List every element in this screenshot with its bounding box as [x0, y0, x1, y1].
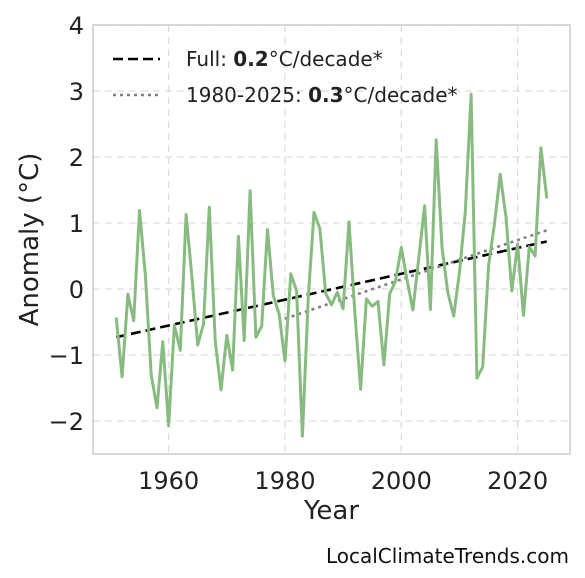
legend: Full: 0.2°C/decade* 1980-2025: 0.3°C/dec…	[113, 47, 458, 107]
y-tick-label: 1	[69, 210, 84, 238]
legend-suffix: °C/decade*	[344, 83, 458, 107]
y-tick-label: 4	[69, 12, 84, 40]
x-tick-label: 2000	[371, 467, 432, 495]
legend-value: 0.3	[308, 83, 343, 107]
legend-value: 0.2	[233, 47, 268, 71]
legend-prefix: Full:	[186, 47, 233, 71]
y-axis-title: Anomaly (°C)	[15, 153, 45, 327]
legend-label-full-trend: Full: 0.2°C/decade*	[186, 47, 383, 71]
y-tick-label: 2	[69, 144, 84, 172]
x-tick-labels: 1960 1980 2000 2020	[138, 467, 548, 495]
credit-text: LocalClimateTrends.com	[325, 544, 569, 568]
anomaly-series-line	[114, 92, 549, 438]
y-tick-label: −2	[49, 408, 84, 436]
legend-prefix: 1980-2025:	[186, 83, 308, 107]
series-lines	[114, 92, 549, 438]
y-tick-label: −1	[49, 342, 84, 370]
legend-label-recent-trend: 1980-2025: 0.3°C/decade*	[186, 83, 458, 107]
x-tick-label: 2020	[487, 467, 548, 495]
legend-suffix: °C/decade*	[269, 47, 383, 71]
x-axis-title: Year	[303, 496, 359, 526]
x-tick-label: 1980	[254, 467, 315, 495]
y-tick-labels: −2 −1 0 1 2 3 4	[49, 12, 84, 436]
y-tick-label: 3	[69, 78, 84, 106]
plot-frame	[92, 24, 571, 455]
x-tick-label: 1960	[138, 467, 199, 495]
y-tick-label: 0	[69, 276, 84, 304]
